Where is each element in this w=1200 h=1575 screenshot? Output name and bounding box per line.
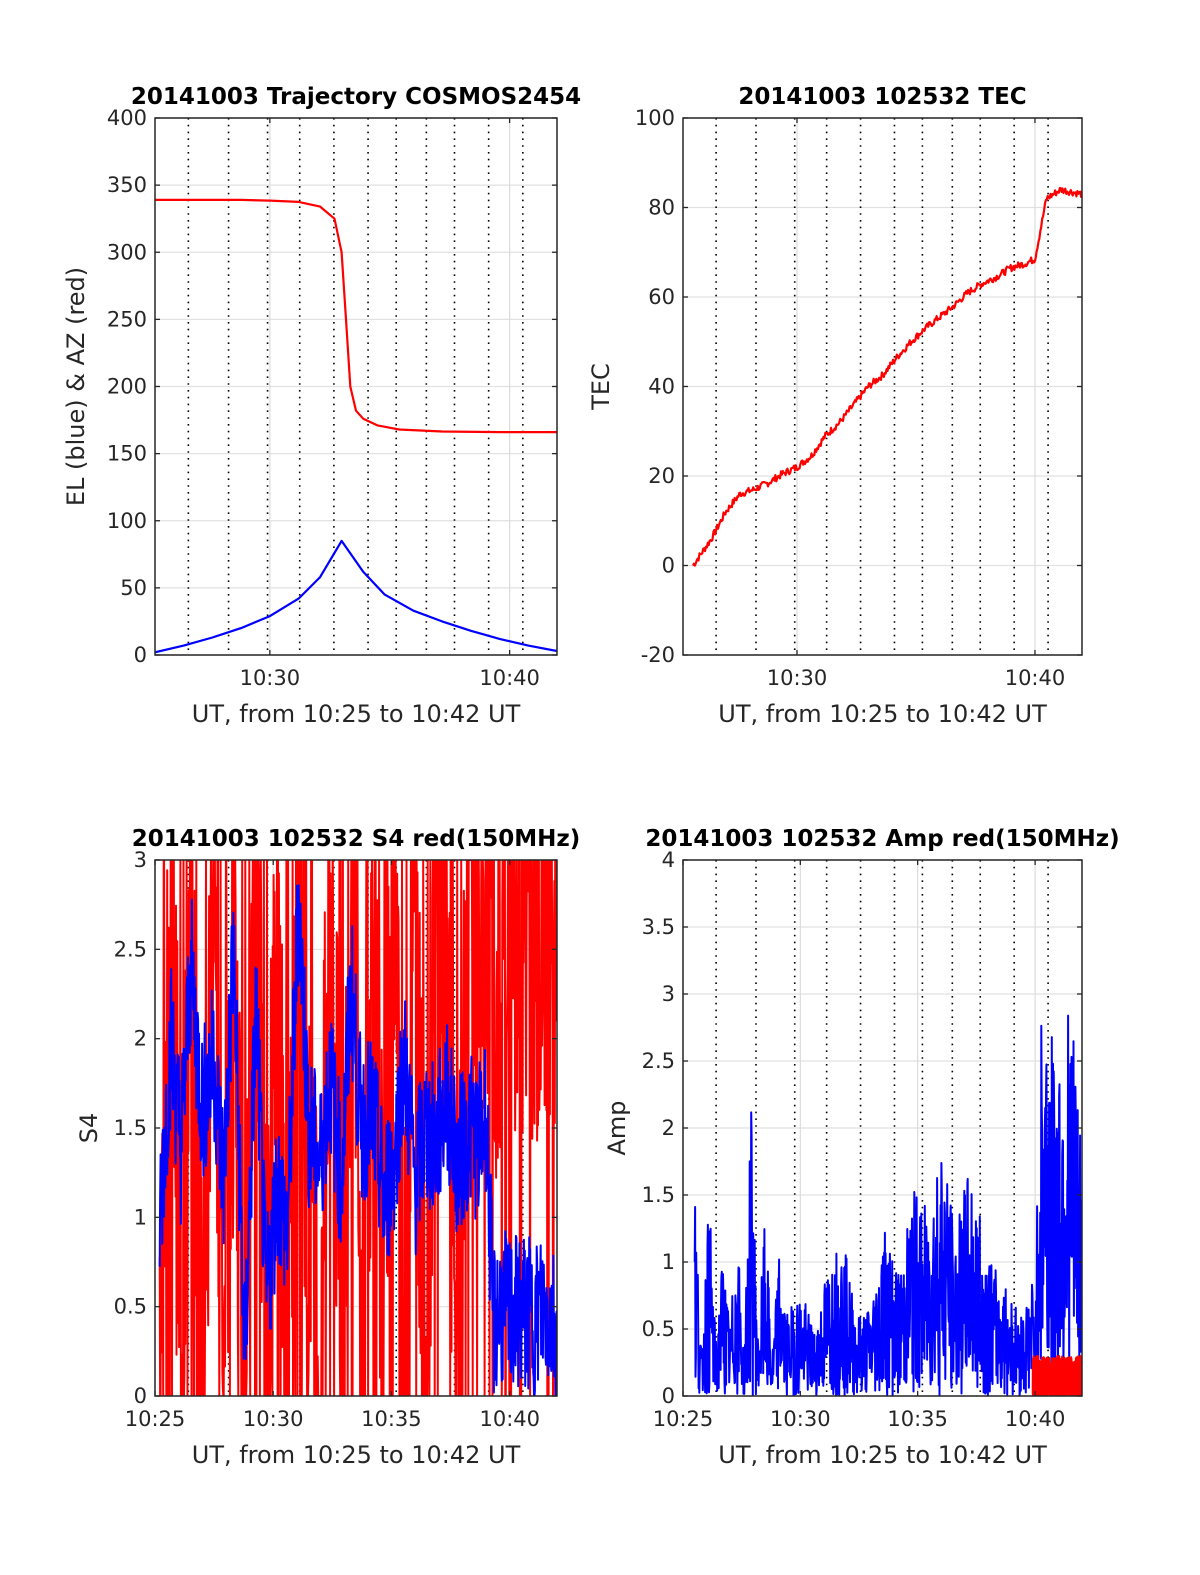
series-line-tec <box>692 187 1082 567</box>
y-tick-label: 0 <box>134 1384 147 1408</box>
x-tick-label: 10:35 <box>887 1407 948 1431</box>
y-tick-label: 3 <box>134 848 147 872</box>
x-tick-label: 10:30 <box>767 666 828 690</box>
y-tick-label: 80 <box>648 196 675 220</box>
chart-2: -20 0 20 40 60 80 100 10:30 10:40 20141003 102532… <box>587 84 1083 728</box>
series-line-s4-red <box>158 860 557 1396</box>
y-tick-label: 2.5 <box>114 937 147 961</box>
x-tick-label: 10:30 <box>240 666 301 690</box>
y-tick-label: 3.5 <box>642 915 675 939</box>
x-tick-label: 10:40 <box>479 1407 540 1431</box>
x-tick-label: 10:35 <box>361 1407 422 1431</box>
x-axis-label: UT, from 10:25 to 10:42 UT <box>718 700 1047 728</box>
y-axis-label: TEC <box>587 363 615 411</box>
y-tick-label: 1.5 <box>114 1116 147 1140</box>
y-axis-label: Amp <box>603 1100 631 1155</box>
y-tick-label: 0.5 <box>642 1317 675 1341</box>
y-tick-label: 60 <box>648 285 675 309</box>
chart-title: 20141003 102532 S4 red(150MHz) <box>132 826 581 852</box>
x-tick-label: 10:40 <box>479 666 540 690</box>
y-tick-label: 100 <box>635 106 675 130</box>
chart-1: 0 50 100 150 200 250 300 350 400 10:30 10:40 201410… <box>62 84 581 728</box>
y-tick-label: 4 <box>662 848 675 872</box>
y-tick-label: 100 <box>107 509 147 533</box>
x-tick-label: 10:25 <box>125 1407 186 1431</box>
y-tick-label: 1 <box>662 1250 675 1274</box>
y-tick-label: 1.5 <box>642 1183 675 1207</box>
y-tick-label: 20 <box>648 464 675 488</box>
x-tick-label: 10:30 <box>770 1407 831 1431</box>
x-tick-label: 10:30 <box>243 1407 304 1431</box>
y-tick-label: 2.5 <box>642 1049 675 1073</box>
x-tick-label: 10:40 <box>1005 666 1066 690</box>
y-tick-label: 2 <box>662 1116 675 1140</box>
y-tick-label: 400 <box>107 106 147 130</box>
y-tick-label: 350 <box>107 173 147 197</box>
x-axis-label: UT, from 10:25 to 10:42 UT <box>718 1441 1047 1469</box>
chart-title: 20141003 102532 Amp red(150MHz) <box>645 826 1119 852</box>
y-axis-label: S4 <box>75 1113 103 1144</box>
x-tick-label: 10:25 <box>653 1407 714 1431</box>
y-tick-label: 200 <box>107 375 147 399</box>
y-tick-label: 0 <box>134 643 147 667</box>
series-line-az <box>155 198 557 434</box>
y-tick-label: 1 <box>134 1205 147 1229</box>
y-tick-label: 300 <box>107 240 147 264</box>
chart-title: 20141003 102532 TEC <box>738 84 1026 110</box>
y-tick-label: 2 <box>134 1027 147 1051</box>
y-tick-label: 0.5 <box>114 1295 147 1319</box>
series-line-amp-blue <box>693 1014 1082 1396</box>
series-line-s4-blue <box>158 884 557 1396</box>
y-axis-label: EL (blue) & AZ (red) <box>62 267 90 506</box>
y-tick-label: 0 <box>662 554 675 578</box>
y-tick-label: 50 <box>120 576 147 600</box>
x-axis-label: UT, from 10:25 to 10:42 UT <box>192 700 521 728</box>
y-tick-label: 0 <box>662 1384 675 1408</box>
x-axis-label: UT, from 10:25 to 10:42 UT <box>192 1441 521 1469</box>
y-tick-label: 250 <box>107 307 147 331</box>
y-tick-label: 40 <box>648 375 675 399</box>
chart-title: 20141003 Trajectory COSMOS2454 <box>131 84 581 110</box>
chart-4: 0 0.5 1 1.5 2 2.5 3 3.5 4 10:25 10:30 10:35 10:40 201… <box>603 826 1120 1469</box>
y-tick-label: -20 <box>641 643 675 667</box>
series-line-amp-red <box>1031 1355 1082 1396</box>
y-tick-label: 3 <box>662 982 675 1006</box>
series-line-el <box>155 539 557 654</box>
x-tick-label: 10:40 <box>1005 1407 1066 1431</box>
y-tick-label: 150 <box>107 442 147 466</box>
chart-3: 0 0.5 1 1.5 2 2.5 3 10:25 10:30 10:35 10:40 2014100… <box>75 826 581 1469</box>
